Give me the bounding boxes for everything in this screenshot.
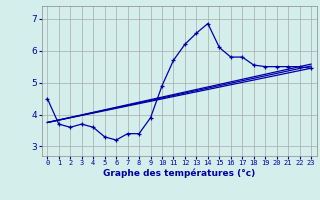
X-axis label: Graphe des températures (°c): Graphe des températures (°c) bbox=[103, 169, 255, 178]
